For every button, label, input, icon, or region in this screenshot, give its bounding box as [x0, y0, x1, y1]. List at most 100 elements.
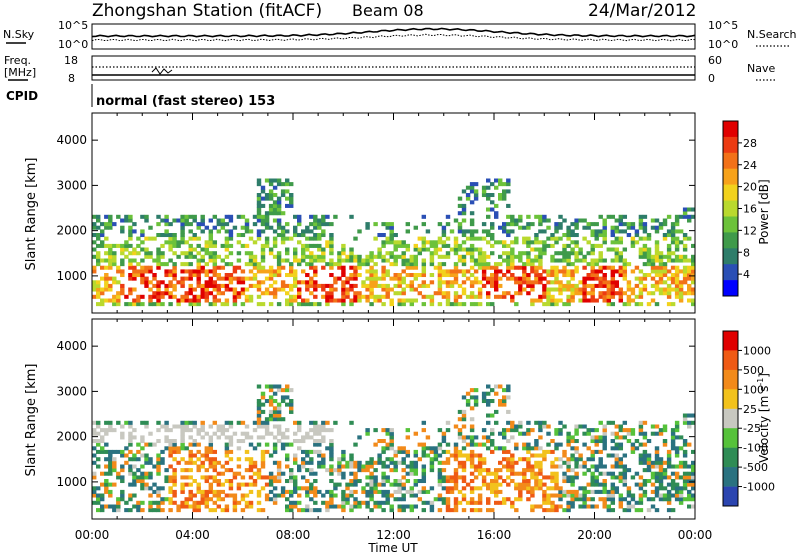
power-cell — [682, 265, 688, 270]
velocity-cell — [630, 428, 636, 433]
power-cell — [445, 269, 451, 274]
velocity-cell — [168, 500, 173, 505]
velocity-cell — [622, 453, 628, 458]
velocity-cell — [682, 413, 688, 418]
power-cell — [594, 243, 599, 248]
velocity-cell — [586, 497, 591, 502]
velocity-cell — [293, 439, 298, 444]
velocity-cell — [445, 508, 451, 513]
velocity-cell — [421, 489, 427, 494]
velocity-cell — [212, 500, 218, 505]
velocity-cell — [156, 428, 161, 433]
power-cell — [120, 251, 125, 256]
velocity-cell — [546, 431, 551, 436]
velocity-cell — [393, 479, 398, 484]
velocity-cell — [642, 431, 648, 436]
power-cell — [341, 280, 346, 285]
velocity-cell — [614, 457, 620, 462]
power-cell — [534, 298, 539, 303]
power-cell — [256, 178, 262, 183]
velocity-cell — [132, 475, 137, 480]
power-cell — [618, 218, 624, 223]
power-cell — [465, 247, 471, 252]
velocity-cell — [614, 435, 620, 440]
power-cell — [498, 196, 503, 201]
velocity-cell — [172, 475, 177, 480]
power-cell — [658, 222, 664, 227]
power-cell — [654, 218, 660, 223]
power-cell — [526, 273, 531, 278]
power-cell — [252, 283, 258, 288]
power-cell — [594, 222, 599, 227]
power-cell — [285, 178, 290, 183]
velocity-cell — [405, 453, 411, 458]
velocity-cell — [393, 460, 398, 465]
power-cell — [256, 214, 262, 219]
velocity-cell — [670, 479, 676, 484]
power-cell — [429, 240, 435, 245]
velocity-cell — [244, 504, 250, 509]
velocity-cell — [180, 424, 185, 429]
power-cell — [285, 283, 290, 288]
velocity-cell — [674, 449, 680, 454]
power-cell — [630, 240, 636, 245]
power-cell — [461, 207, 467, 212]
velocity-cell — [646, 508, 652, 513]
power-cell — [562, 218, 567, 223]
power-cell — [337, 276, 342, 281]
power-cell — [168, 280, 173, 285]
power-cell — [108, 222, 113, 227]
velocity-cell — [481, 399, 487, 404]
power-cell — [682, 214, 688, 219]
velocity-cell — [682, 497, 688, 502]
velocity-cell — [268, 497, 274, 502]
velocity-cell — [473, 402, 479, 407]
power-cell — [381, 240, 386, 245]
velocity-cell — [369, 497, 374, 502]
velocity-cell — [449, 475, 455, 480]
power-cell — [638, 280, 644, 285]
power-cell — [646, 254, 652, 259]
power-cell — [614, 225, 620, 230]
power-cell — [413, 262, 419, 267]
power-cell — [602, 236, 607, 241]
power-cell — [522, 265, 527, 270]
velocity-cell — [285, 464, 290, 469]
power-cell — [120, 218, 125, 223]
power-cell — [441, 273, 447, 278]
power-cell — [445, 236, 451, 241]
velocity-cell — [562, 493, 567, 498]
velocity-cell — [385, 489, 390, 494]
power-cell — [494, 240, 499, 245]
velocity-cell — [397, 489, 402, 494]
power-cell — [172, 273, 177, 278]
power-cell — [670, 258, 676, 263]
velocity-cell — [502, 431, 507, 436]
power-cell — [449, 280, 455, 285]
power-cell — [156, 280, 161, 285]
power-cell — [184, 251, 189, 256]
power-cell — [240, 302, 246, 307]
velocity-cell — [252, 420, 258, 425]
velocity-cell — [594, 439, 599, 444]
velocity-cell — [582, 460, 587, 465]
velocity-cell — [618, 475, 624, 480]
power-cell — [200, 287, 205, 292]
power-cell — [691, 302, 696, 307]
power-cell — [196, 243, 201, 248]
colorbar-segment — [723, 121, 738, 138]
power-cell — [554, 302, 559, 307]
power-cell — [313, 258, 318, 263]
velocity-cell — [598, 471, 603, 476]
power-cell — [188, 276, 193, 281]
power-cell — [212, 258, 218, 263]
power-cell — [365, 258, 370, 263]
velocity-cell — [176, 504, 181, 509]
power-cell — [691, 207, 696, 212]
power-cell — [272, 294, 278, 299]
power-cell — [321, 258, 326, 263]
power-cell — [614, 283, 620, 288]
velocity-cell — [224, 504, 230, 509]
velocity-cell — [329, 457, 334, 462]
velocity-cell — [534, 504, 539, 509]
